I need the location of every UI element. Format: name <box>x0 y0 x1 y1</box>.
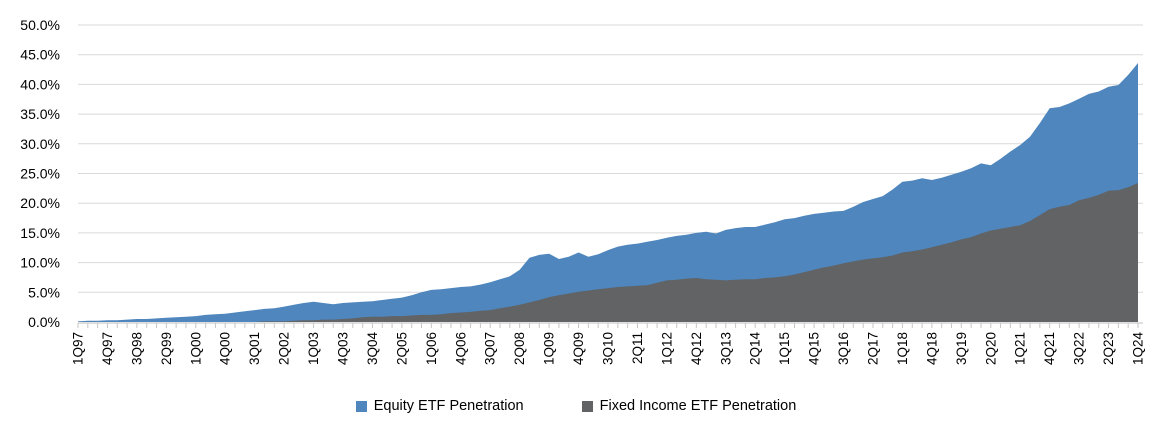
x-axis-tick-label: 4Q15 <box>807 332 822 365</box>
y-axis-tick-label: 50.0% <box>20 17 60 33</box>
x-axis-tick-label: 4Q06 <box>453 332 468 365</box>
x-axis-tick-label: 1Q24 <box>1131 332 1146 366</box>
fixed-income-area-series <box>78 183 1138 322</box>
x-axis-tick-label: 1Q12 <box>659 332 674 365</box>
equity-area-series <box>78 63 1138 322</box>
y-axis-tick-label: 20.0% <box>20 195 60 211</box>
y-axis-tick-label: 5.0% <box>28 284 60 300</box>
x-axis-tick-label: 3Q04 <box>365 332 380 366</box>
fixed-income-legend-label: Fixed Income ETF Penetration <box>599 398 797 414</box>
x-axis-tick-label: 2Q14 <box>748 332 763 366</box>
x-axis-tick-label: 2Q02 <box>277 332 292 365</box>
x-axis-tick-label: 2Q23 <box>1101 332 1116 365</box>
x-axis-tick-label: 2Q08 <box>512 332 527 365</box>
x-axis-tick-label: 4Q09 <box>571 332 586 365</box>
y-axis-tick-label: 15.0% <box>20 225 60 241</box>
x-axis-tick-label: 4Q00 <box>218 332 233 365</box>
fixed-income-legend-swatch-icon <box>581 400 593 412</box>
x-axis-tick-label: 4Q21 <box>1042 332 1057 365</box>
x-axis-tick-label: 2Q99 <box>159 332 174 365</box>
legend-item-fixed-income: Fixed Income ETF Penetration <box>581 398 797 414</box>
x-axis-tick-label: 1Q97 <box>71 332 86 365</box>
x-axis-tick-label: 4Q97 <box>100 332 115 365</box>
x-axis-tick-label: 1Q21 <box>1013 332 1028 365</box>
x-axis-tick-label: 3Q10 <box>601 332 616 365</box>
x-axis-tick-label: 1Q18 <box>895 332 910 365</box>
x-axis-tick-label: 3Q07 <box>483 332 498 365</box>
y-axis-tick-label: 35.0% <box>20 106 60 122</box>
x-axis-tick-label: 1Q15 <box>777 332 792 365</box>
x-axis-tick-label: 3Q13 <box>718 332 733 365</box>
y-axis-tick-label: 40.0% <box>20 76 60 92</box>
x-axis-tick-label: 2Q17 <box>866 332 881 365</box>
x-axis-tick-label: 1Q03 <box>306 332 321 365</box>
equity-legend-swatch-icon <box>355 400 367 412</box>
x-axis-tick-label: 1Q00 <box>188 332 203 365</box>
y-axis-tick-label: 0.0% <box>28 314 60 330</box>
equity-legend-label: Equity ETF Penetration <box>373 398 524 414</box>
x-axis-tick-label: 1Q06 <box>424 332 439 365</box>
x-axis-tick-label: 3Q01 <box>247 332 262 365</box>
x-axis-tick-label: 3Q22 <box>1072 332 1087 365</box>
legend-item-equity: Equity ETF Penetration <box>355 398 524 414</box>
x-axis-tick-label: 3Q16 <box>836 332 851 365</box>
x-axis-tick-label: 2Q05 <box>394 332 409 365</box>
y-axis-tick-label: 30.0% <box>20 136 60 152</box>
x-axis-tick-label: 4Q18 <box>924 332 939 365</box>
x-axis-tick-label: 4Q12 <box>689 332 704 365</box>
x-axis-tick-label: 4Q03 <box>336 332 351 365</box>
y-axis-tick-label: 10.0% <box>20 255 60 271</box>
chart-legend: Equity ETF Penetration Fixed Income ETF … <box>0 398 1152 414</box>
x-axis-tick-label: 3Q98 <box>129 332 144 365</box>
y-axis-tick-label: 25.0% <box>20 166 60 182</box>
y-axis-tick-label: 45.0% <box>20 47 60 63</box>
x-axis-tick-label: 2Q20 <box>983 332 998 365</box>
x-axis-tick-label: 3Q19 <box>954 332 969 365</box>
x-axis-tick-label: 1Q09 <box>542 332 557 365</box>
x-axis-tick-label: 2Q11 <box>630 332 645 364</box>
penetration-area-chart: 50.0% 45.0% 40.0% 35.0% 30.0% 25.0% 20.0% 15.0%… <box>20 17 1146 366</box>
